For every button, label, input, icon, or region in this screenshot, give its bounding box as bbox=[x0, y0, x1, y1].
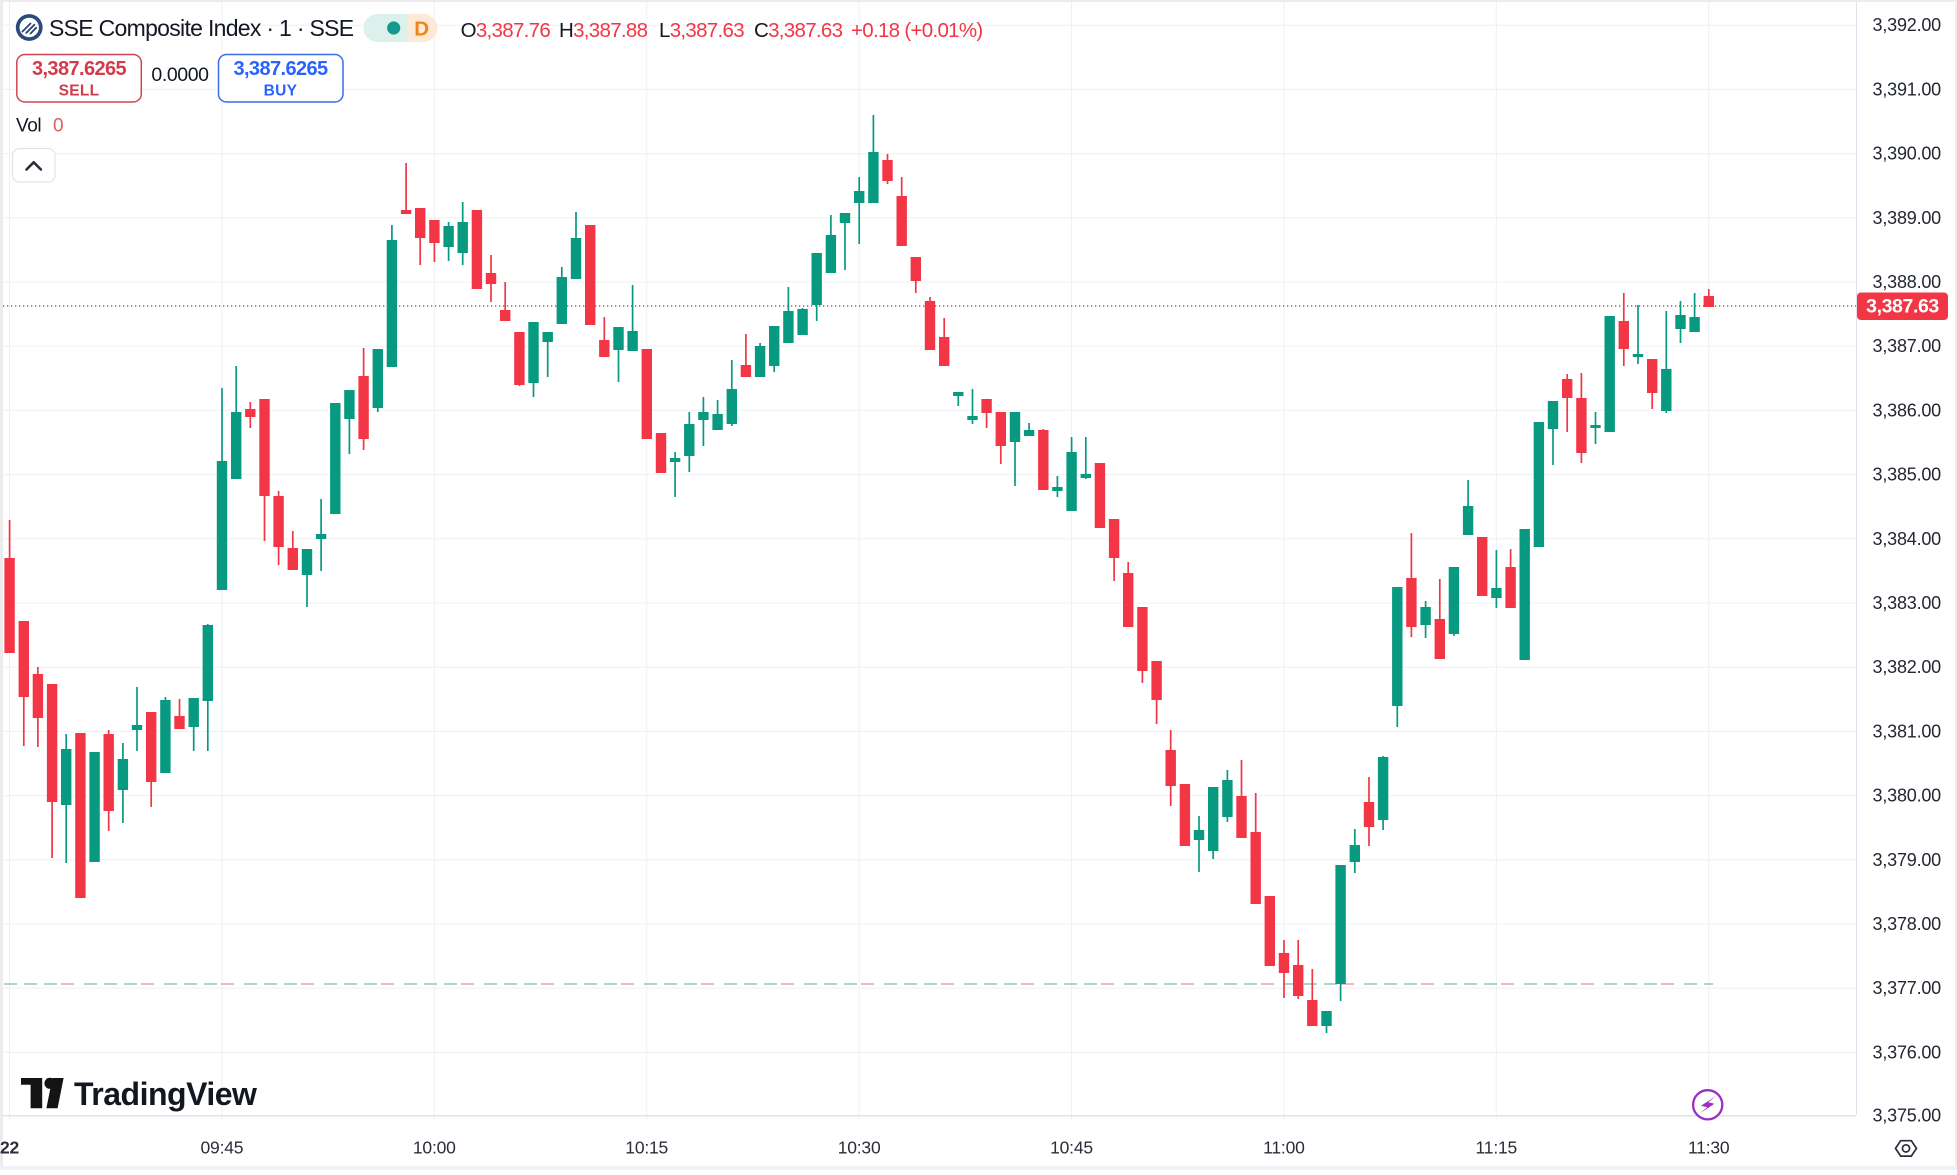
svg-text:11:00: 11:00 bbox=[1263, 1138, 1305, 1158]
svg-text:Vol: Vol bbox=[16, 116, 41, 137]
svg-text:3,387.6265: 3,387.6265 bbox=[32, 58, 127, 80]
svg-text:O3,387.76: O3,387.76 bbox=[461, 19, 551, 42]
svg-text:10:45: 10:45 bbox=[1050, 1138, 1093, 1158]
svg-text:3,387.63: 3,387.63 bbox=[1866, 296, 1939, 318]
svg-text:3,382.00: 3,382.00 bbox=[1873, 657, 1942, 677]
svg-text:3,376.00: 3,376.00 bbox=[1873, 1042, 1942, 1062]
svg-text:3,383.00: 3,383.00 bbox=[1873, 593, 1942, 613]
svg-text:3,378.00: 3,378.00 bbox=[1873, 914, 1942, 934]
svg-text:3,375.00: 3,375.00 bbox=[1873, 1106, 1942, 1126]
svg-text:11:15: 11:15 bbox=[1476, 1138, 1518, 1158]
svg-text:3,381.00: 3,381.00 bbox=[1873, 721, 1942, 741]
svg-text:C3,387.63: C3,387.63 bbox=[754, 19, 843, 42]
svg-text:TradingView: TradingView bbox=[74, 1076, 257, 1112]
svg-text:3,389.00: 3,389.00 bbox=[1873, 208, 1942, 228]
svg-text:10:30: 10:30 bbox=[838, 1138, 881, 1158]
svg-text:3,385.00: 3,385.00 bbox=[1873, 465, 1942, 485]
svg-text:3,391.00: 3,391.00 bbox=[1873, 79, 1942, 99]
svg-text:3,384.00: 3,384.00 bbox=[1873, 529, 1942, 549]
svg-text:3,386.00: 3,386.00 bbox=[1873, 400, 1942, 420]
svg-text:L3,387.63: L3,387.63 bbox=[659, 19, 744, 42]
svg-text:11:30: 11:30 bbox=[1688, 1138, 1730, 1158]
svg-text:0: 0 bbox=[53, 116, 64, 137]
svg-text:3,390.00: 3,390.00 bbox=[1873, 144, 1942, 164]
svg-text:3,380.00: 3,380.00 bbox=[1873, 786, 1942, 806]
svg-text:+0.18 (+0.01%): +0.18 (+0.01%) bbox=[851, 19, 983, 42]
svg-text:3,387.6265: 3,387.6265 bbox=[233, 58, 328, 80]
svg-text:SSE Composite Index · 1 · SSE: SSE Composite Index · 1 · SSE bbox=[49, 15, 354, 41]
svg-text:H3,387.88: H3,387.88 bbox=[559, 19, 648, 42]
svg-text:3,388.00: 3,388.00 bbox=[1873, 272, 1942, 292]
svg-text:10:15: 10:15 bbox=[625, 1138, 668, 1158]
svg-text:09:45: 09:45 bbox=[201, 1138, 244, 1158]
svg-text:BUY: BUY bbox=[264, 83, 298, 100]
svg-text:3,392.00: 3,392.00 bbox=[1873, 15, 1942, 35]
svg-text:3,379.00: 3,379.00 bbox=[1873, 850, 1942, 870]
svg-text:3,377.00: 3,377.00 bbox=[1873, 978, 1942, 998]
svg-text:0.0000: 0.0000 bbox=[151, 64, 209, 86]
svg-text:SELL: SELL bbox=[59, 83, 100, 100]
svg-text:22: 22 bbox=[0, 1138, 19, 1158]
svg-text:10:00: 10:00 bbox=[413, 1138, 456, 1158]
svg-text:3,387.00: 3,387.00 bbox=[1873, 336, 1942, 356]
svg-text:D: D bbox=[414, 18, 429, 41]
